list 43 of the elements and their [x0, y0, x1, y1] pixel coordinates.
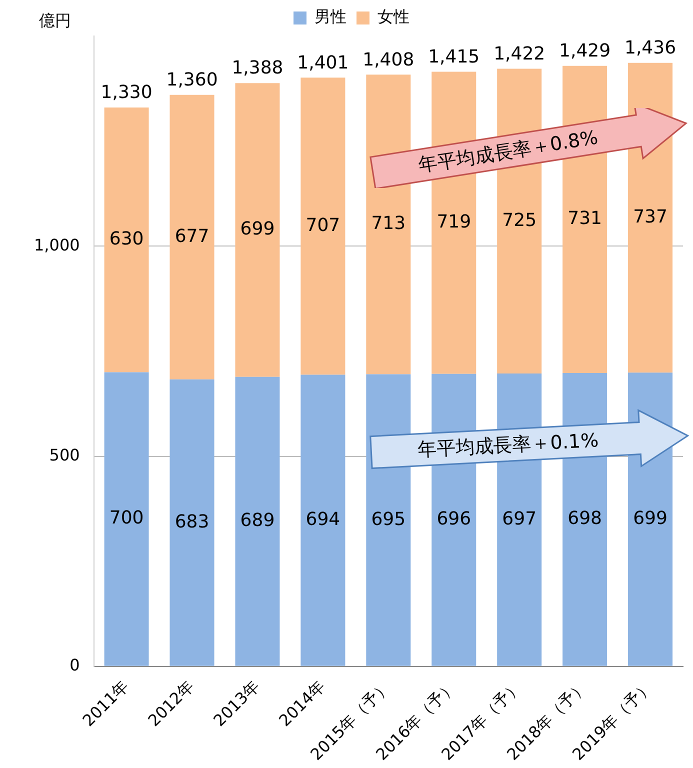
- data-label: 683: [174, 511, 210, 532]
- data-label: 677: [174, 226, 210, 247]
- data-label: 696: [436, 508, 472, 530]
- bar: [170, 379, 214, 666]
- data-label: 700: [109, 508, 144, 529]
- data-label: 731: [568, 208, 602, 230]
- data-label: 699: [240, 218, 275, 240]
- data-label: 707: [306, 214, 340, 236]
- total-label: 1,360: [166, 70, 218, 91]
- legend-label: 女性: [378, 7, 410, 26]
- data-label: 689: [240, 510, 275, 532]
- total-label: 1,388: [232, 58, 284, 79]
- data-label: 725: [502, 210, 537, 231]
- bar: [300, 78, 346, 375]
- bar: [300, 374, 346, 666]
- data-label: 694: [306, 508, 340, 530]
- bar: [104, 372, 149, 666]
- y-tick-label: 1,000: [34, 235, 80, 254]
- total-label: 1,408: [362, 49, 414, 70]
- y-tick-label: 500: [49, 445, 80, 464]
- total-label: 1,330: [100, 82, 152, 104]
- legend-label: 男性: [314, 7, 346, 26]
- total-label: 1,415: [428, 46, 480, 68]
- bar: [104, 107, 149, 372]
- data-label: 698: [568, 508, 602, 530]
- total-label: 1,429: [559, 40, 611, 62]
- annotation: 年平均成長率＋0.1%: [416, 430, 600, 462]
- data-label: 697: [502, 508, 537, 530]
- bar: [235, 376, 280, 666]
- total-label: 1,401: [297, 52, 349, 74]
- data-label: 719: [436, 211, 472, 232]
- data-label: 630: [109, 228, 144, 250]
- data-label: 695: [371, 508, 406, 530]
- y-axis-title: 億円: [38, 11, 71, 30]
- total-label: 1,422: [494, 43, 546, 64]
- bar: [235, 83, 280, 377]
- data-label: 713: [371, 213, 406, 234]
- bar: [170, 94, 214, 380]
- y-tick-label: 0: [70, 656, 80, 675]
- data-label: 699: [633, 508, 668, 529]
- data-label: 737: [633, 206, 668, 228]
- total-label: 1,436: [624, 38, 676, 59]
- annotation: 年平均成長率＋0.8%: [417, 126, 600, 177]
